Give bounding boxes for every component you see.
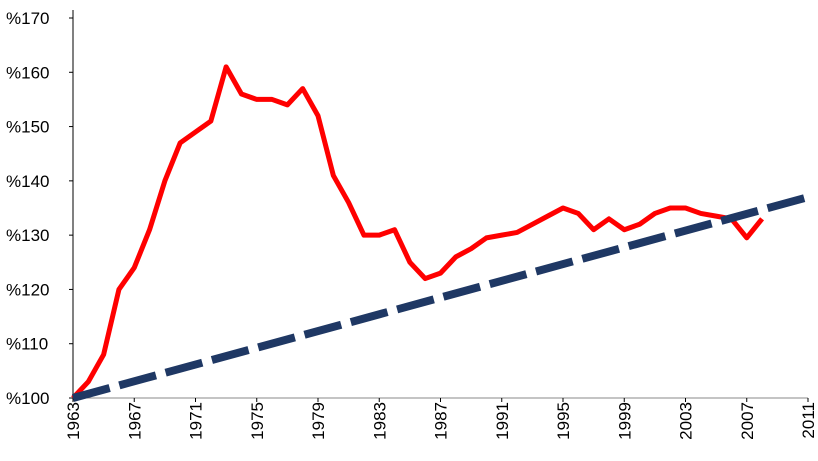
x-tick-label: 1991 [493,402,512,440]
y-tick-label: %110 [6,335,48,354]
y-tick-label: %160 [6,63,49,82]
x-tick-label: 1963 [64,402,83,440]
x-tick-label: 2007 [738,402,757,440]
x-tick-label: 1979 [309,402,328,440]
data-line [71,64,765,400]
x-tick-label: 1967 [125,402,144,440]
x-tick-label: 1971 [187,402,206,440]
x-tick-label: 2003 [677,402,696,440]
y-tick-label: %170 [6,9,49,28]
y-tick-label: %140 [6,172,49,191]
y-tick-label: %120 [6,280,49,299]
x-tick-label: 2011 [799,402,818,439]
x-tick-label: 1983 [370,402,389,440]
x-tick-label: 1999 [615,402,634,440]
y-tick-label: %130 [6,226,49,245]
x-tick-label: 1987 [432,402,451,440]
x-tick-label: 1995 [554,402,573,440]
y-tick-label: %150 [6,118,49,137]
trend-line [71,193,810,402]
x-tick-label: 1975 [248,402,267,440]
y-tick-label: %100 [6,389,49,408]
